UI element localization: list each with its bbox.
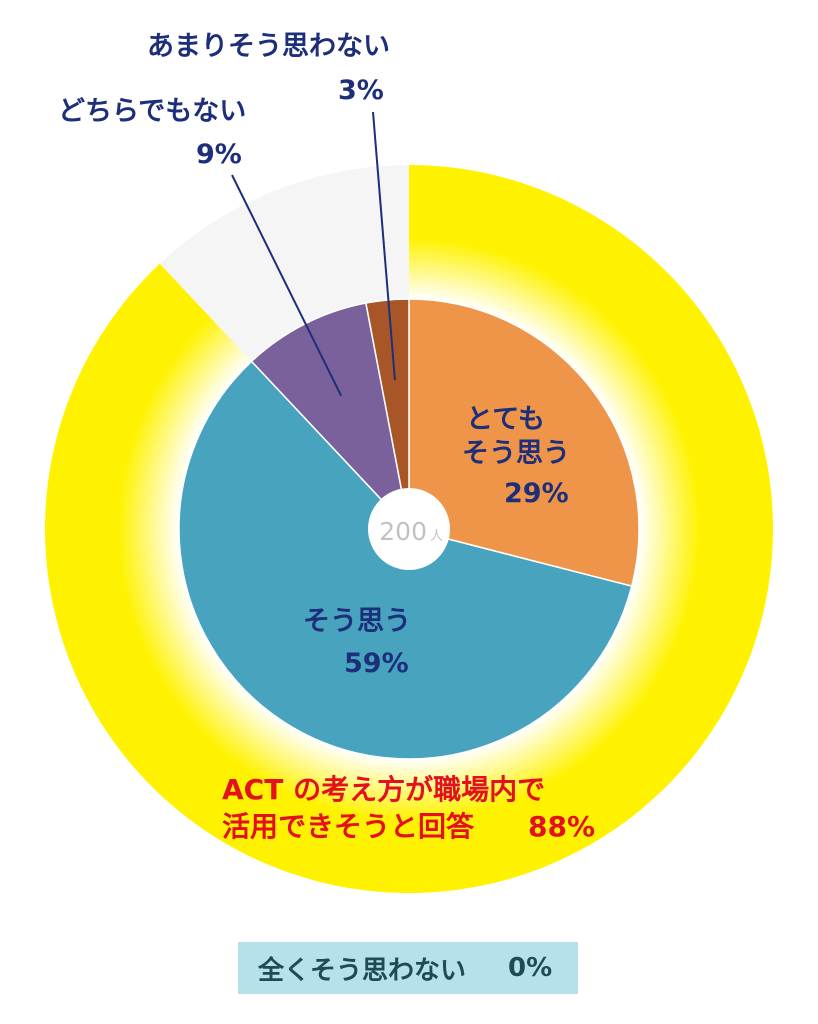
center-circle xyxy=(368,488,450,570)
slice-label-totemo-line1: とても xyxy=(466,404,545,435)
slice-amari-sou-omowanai xyxy=(365,298,410,530)
slice-label-sou: そう思う 59% xyxy=(303,606,420,679)
slice-value-sou: 59% xyxy=(344,648,409,679)
ring-label-line1: ACT の考え方が職場内で xyxy=(222,773,545,806)
center-total: 200 xyxy=(379,517,427,546)
leader-line-amari xyxy=(372,111,396,381)
center-unit: 人 xyxy=(430,529,443,544)
slice-label-amari: あまりそう思わない 3% xyxy=(147,31,399,106)
zero-category-label: 全くそう思わない xyxy=(258,955,467,986)
slice-value-dochira: 9% xyxy=(196,139,242,170)
slice-value-amari: 3% xyxy=(338,75,384,106)
leader-line-dochira xyxy=(231,174,343,397)
slice-label-sou-line1: そう思う xyxy=(303,606,411,637)
slice-label-dochira-line1: どちらでもない xyxy=(58,96,246,127)
slice-label-totemo-line2: そう思う xyxy=(462,438,570,469)
ring-label-line2: 活用できそうと回答 xyxy=(222,810,475,843)
slice-totemo-sou-omou xyxy=(408,298,640,588)
zero-category-box: 全くそう思わない 0% xyxy=(238,942,578,994)
slice-label-amari-line1: あまりそう思わない xyxy=(147,31,390,62)
slice-label-dochira: どちらでもない 9% xyxy=(58,96,256,170)
slice-value-totemo: 29% xyxy=(504,478,569,509)
ring-label: ACT の考え方が職場内で 活用できそうと回答 88% xyxy=(222,773,595,843)
zero-category-value: 0% xyxy=(508,953,553,983)
slice-label-totemo: とても そう思う 29% xyxy=(462,404,579,509)
ring-value: 88% xyxy=(528,810,595,843)
